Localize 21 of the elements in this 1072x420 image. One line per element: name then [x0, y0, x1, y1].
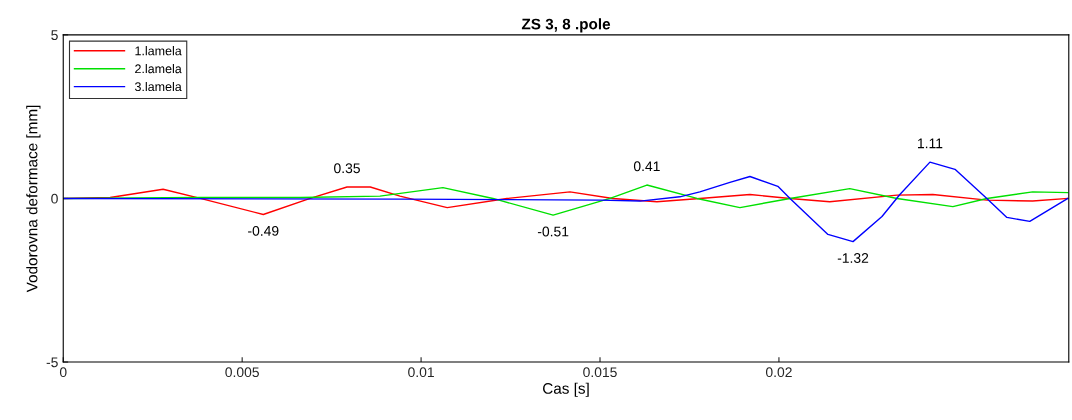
legend-label: 3.lamela	[134, 81, 182, 92]
y-axis-title: Vodorovna deformace [mm]	[26, 105, 41, 293]
legend-label: 1.lamela	[135, 46, 182, 56]
annotation: 0.41	[633, 161, 660, 172]
annotation: 0.35	[334, 163, 360, 174]
x-tick-label: 0.015	[583, 367, 617, 378]
annotation: -0.49	[248, 225, 279, 236]
x-tick-label: 0.01	[408, 367, 434, 378]
x-tick-label: 0.02	[765, 367, 792, 378]
x-tick-label: 0	[59, 367, 67, 378]
chart-title: ZS 3, 8 .pole	[521, 18, 611, 33]
y-tick-label: 0	[51, 193, 58, 204]
annotation: 1.11	[918, 138, 943, 149]
legend-label: 2.lamela	[135, 64, 182, 74]
y-tick-label: 5	[51, 30, 58, 41]
y-tick-label: -5	[46, 357, 58, 368]
x-axis-title: Cas [s]	[543, 382, 589, 397]
x-tick-label: 0.005	[225, 367, 259, 378]
annotation: -0.51	[537, 226, 569, 237]
line-series	[63, 161, 1069, 243]
annotation: -1.32	[837, 253, 869, 263]
